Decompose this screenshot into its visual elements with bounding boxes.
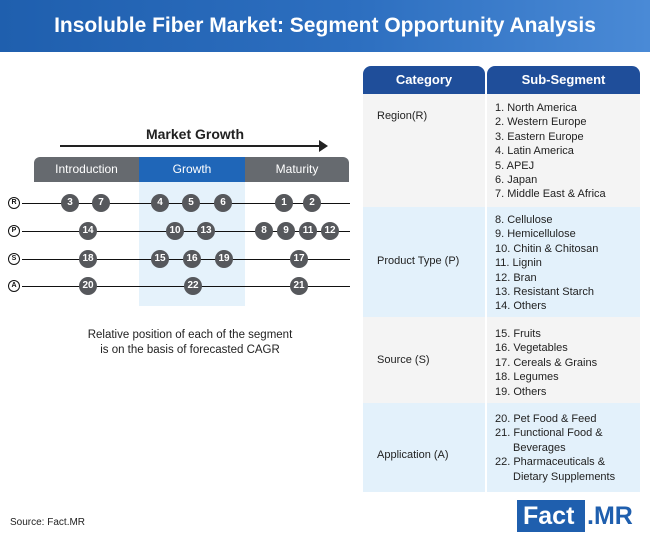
segment-dot: 19 bbox=[215, 250, 233, 268]
segment-dot: 10 bbox=[166, 222, 184, 240]
table-header-category: Category bbox=[363, 66, 485, 94]
segment-dot: 22 bbox=[184, 277, 202, 295]
stage-growth: Growth bbox=[139, 157, 245, 182]
subsegment-list-source: 15. Fruits 16. Vegetables 17. Cereals & … bbox=[495, 327, 597, 399]
segment-dot: 3 bbox=[61, 194, 79, 212]
table-row-product-type bbox=[363, 207, 640, 317]
logo-text-fact: Fact bbox=[517, 500, 585, 532]
segment-dot: 14 bbox=[79, 222, 97, 240]
category-source: Source (S) bbox=[377, 354, 430, 366]
list-item: 21. Functional Food & bbox=[495, 427, 603, 440]
column-divider bbox=[485, 207, 487, 317]
list-item: 19. Others bbox=[495, 385, 547, 398]
column-divider bbox=[485, 317, 487, 403]
subsegment-list-product-type: 8. Cellulose 9. Hemicellulose 10. Chitin… bbox=[495, 213, 598, 314]
segment-dot: 8 bbox=[255, 222, 273, 240]
list-item: 7. Middle East & Africa bbox=[495, 188, 606, 201]
list-item: 6. Japan bbox=[495, 174, 538, 187]
table-row-source bbox=[363, 317, 640, 403]
segment-dot: 15 bbox=[151, 250, 169, 268]
segment-dot: 4 bbox=[151, 194, 169, 212]
list-item: 8. Cellulose bbox=[495, 214, 553, 226]
row-marker-application: A bbox=[8, 280, 20, 292]
segment-dot: 7 bbox=[92, 194, 110, 212]
list-item: 4. Latin America bbox=[495, 145, 574, 158]
column-divider bbox=[485, 94, 487, 207]
category-product-type: Product Type (P) bbox=[377, 255, 460, 267]
row-marker-region: R bbox=[8, 197, 20, 209]
list-item: 20. Pet Food & Feed bbox=[495, 413, 597, 425]
list-item: 16. Vegetables bbox=[495, 342, 568, 355]
stage-maturity: Maturity bbox=[245, 157, 349, 182]
segment-dot: 9 bbox=[277, 222, 295, 240]
caption-line: is on the basis of forecasted CAGR bbox=[100, 344, 280, 356]
list-item: 17. Cereals & Grains bbox=[495, 356, 598, 369]
segment-dot: 21 bbox=[290, 277, 308, 295]
list-item: 22. Pharmaceuticals & bbox=[495, 456, 606, 469]
list-item: 12. Bran bbox=[495, 271, 537, 284]
subsegment-list-application: 20. Pet Food & Feed 21. Functional Food … bbox=[495, 412, 615, 484]
list-item: 13. Resistant Starch bbox=[495, 286, 595, 299]
table-row-region bbox=[363, 94, 640, 207]
market-growth-arrow-head bbox=[319, 140, 328, 152]
list-item: 10. Chitin & Chitosan bbox=[495, 242, 599, 255]
list-item: 1. North America bbox=[495, 102, 577, 114]
table-header-subsegment: Sub-Segment bbox=[487, 66, 640, 94]
list-item: 18. Legumes bbox=[495, 371, 559, 384]
logo-text-mr: .MR bbox=[587, 502, 633, 530]
category-region: Region(R) bbox=[377, 110, 428, 122]
segment-dot: 18 bbox=[79, 250, 97, 268]
list-item: 14. Others bbox=[495, 300, 547, 313]
fact-mr-logo: Fact .MR bbox=[517, 500, 640, 532]
list-item: Beverages bbox=[513, 441, 566, 454]
caption-line: Relative position of each of the segment bbox=[87, 329, 293, 341]
list-item: 5. APEJ bbox=[495, 159, 535, 172]
stage-introduction: Introduction bbox=[34, 157, 139, 182]
list-item: 15. Fruits bbox=[495, 328, 541, 340]
list-item: 11. Lignin bbox=[495, 257, 542, 270]
segment-dot: 2 bbox=[303, 194, 321, 212]
row-marker-product: P bbox=[8, 225, 20, 237]
market-growth-label: Market Growth bbox=[145, 126, 244, 142]
category-application: Application (A) bbox=[377, 449, 449, 461]
subsegment-list-region: 1. North America 2. Western Europe 3. Ea… bbox=[495, 101, 606, 202]
segment-dot: 5 bbox=[182, 194, 200, 212]
segment-dot: 13 bbox=[197, 222, 215, 240]
row-marker-source: S bbox=[8, 253, 20, 265]
segment-dot: 16 bbox=[183, 250, 201, 268]
market-growth-arrow-shaft bbox=[60, 145, 322, 147]
diagram-caption: Relative position of each of the segment… bbox=[60, 328, 320, 358]
source-note: Source: Fact.MR bbox=[10, 517, 86, 528]
table-row-application bbox=[363, 403, 640, 492]
list-item: 3. Eastern Europe bbox=[495, 130, 584, 143]
list-item: Dietary Supplements bbox=[513, 470, 616, 483]
list-item: 9. Hemicellulose bbox=[495, 228, 576, 241]
column-divider bbox=[485, 403, 487, 492]
segment-dot: 6 bbox=[214, 194, 232, 212]
segment-dot: 11 bbox=[299, 222, 317, 240]
segment-dot: 20 bbox=[79, 277, 97, 295]
page-title: Insoluble Fiber Market: Segment Opportun… bbox=[0, 0, 650, 52]
row-line-product bbox=[22, 231, 350, 232]
segment-dot: 1 bbox=[275, 194, 293, 212]
list-item: 2. Western Europe bbox=[495, 116, 587, 129]
segment-dot: 17 bbox=[290, 250, 308, 268]
segment-dot: 12 bbox=[321, 222, 339, 240]
